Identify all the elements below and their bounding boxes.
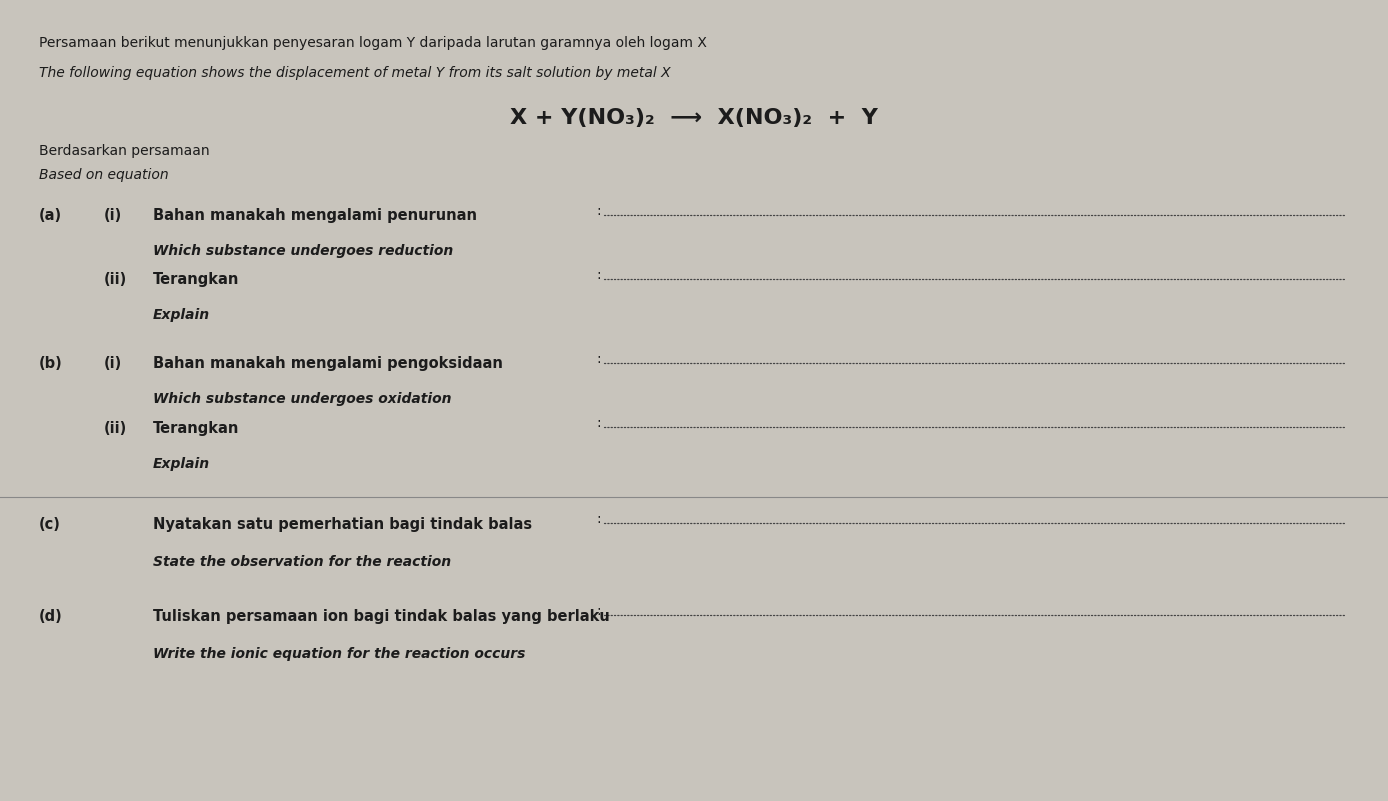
Text: (b): (b)	[39, 356, 62, 372]
Text: :: :	[597, 512, 601, 526]
Text: Explain: Explain	[153, 457, 210, 470]
Text: :: :	[597, 352, 601, 366]
Text: (i): (i)	[104, 356, 122, 372]
Text: Berdasarkan persamaan: Berdasarkan persamaan	[39, 144, 210, 158]
Text: Nyatakan satu pemerhatian bagi tindak balas: Nyatakan satu pemerhatian bagi tindak ba…	[153, 517, 532, 532]
Text: (ii): (ii)	[104, 272, 128, 288]
Text: Tuliskan persamaan ion bagi tindak balas yang berlaku: Tuliskan persamaan ion bagi tindak balas…	[153, 609, 609, 624]
Text: Which substance undergoes reduction: Which substance undergoes reduction	[153, 244, 452, 258]
Text: :: :	[597, 604, 601, 618]
Text: Based on equation: Based on equation	[39, 168, 168, 182]
Text: Persamaan berikut menunjukkan penyesaran logam Y daripada larutan garamnya oleh : Persamaan berikut menunjukkan penyesaran…	[39, 36, 706, 50]
Text: (ii): (ii)	[104, 421, 128, 436]
Text: Write the ionic equation for the reaction occurs: Write the ionic equation for the reactio…	[153, 647, 525, 661]
Text: (c): (c)	[39, 517, 61, 532]
Text: :: :	[597, 203, 601, 218]
Text: Bahan manakah mengalami penurunan: Bahan manakah mengalami penurunan	[153, 208, 476, 223]
Text: Terangkan: Terangkan	[153, 421, 239, 436]
Text: (i): (i)	[104, 208, 122, 223]
Text: :: :	[597, 416, 601, 430]
Text: X + Y(NO₃)₂  ⟶  X(NO₃)₂  +  Y: X + Y(NO₃)₂ ⟶ X(NO₃)₂ + Y	[509, 108, 879, 128]
Text: (a): (a)	[39, 208, 62, 223]
Text: The following equation shows the displacement of metal Y from its salt solution : The following equation shows the displac…	[39, 66, 670, 79]
Text: Which substance undergoes oxidation: Which substance undergoes oxidation	[153, 392, 451, 406]
Text: State the observation for the reaction: State the observation for the reaction	[153, 555, 451, 569]
Text: :: :	[597, 268, 601, 282]
Text: Bahan manakah mengalami pengoksidaan: Bahan manakah mengalami pengoksidaan	[153, 356, 502, 372]
Text: (d): (d)	[39, 609, 62, 624]
Text: Terangkan: Terangkan	[153, 272, 239, 288]
Text: Explain: Explain	[153, 308, 210, 322]
